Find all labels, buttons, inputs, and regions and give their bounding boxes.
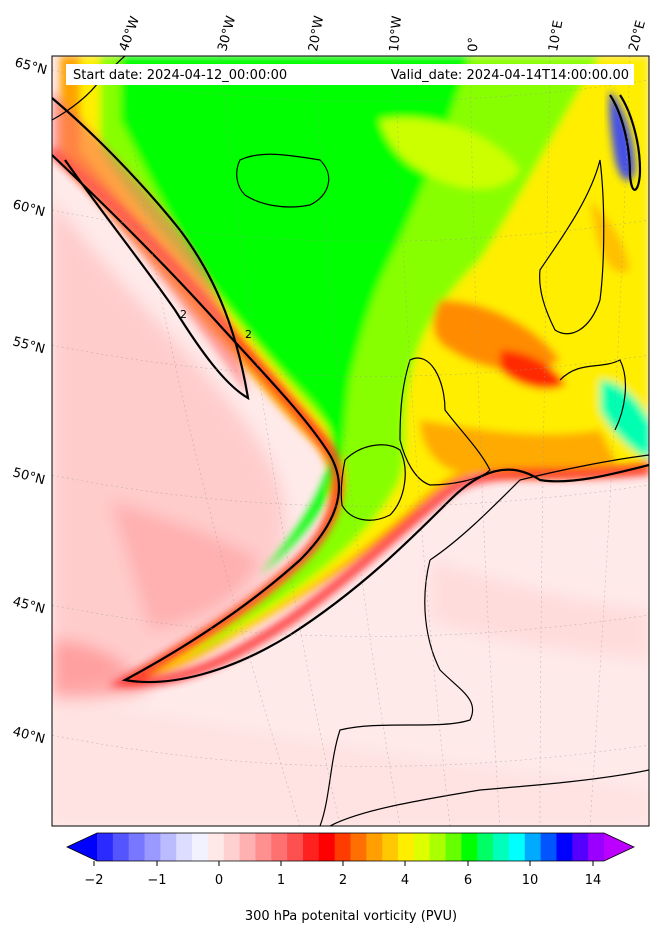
colorbar-cell xyxy=(556,833,573,861)
colorbar-extend-low xyxy=(67,833,97,861)
colorbar-cell xyxy=(97,833,114,861)
colorbar-cell xyxy=(287,833,304,861)
lon-label: 10°E xyxy=(546,19,566,52)
colorbar-cell xyxy=(176,833,193,861)
lat-label: 60°N xyxy=(11,197,47,220)
lat-label: 65°N xyxy=(13,55,49,78)
colorbar-cell xyxy=(398,833,415,861)
valid-date-label: Valid_date: 2024-04-14T14:00:00.00 xyxy=(391,68,629,83)
date-banner xyxy=(66,64,634,85)
colorbar-cell xyxy=(112,833,130,861)
colorbar-cell xyxy=(350,833,367,861)
colorbar-tick-label: 6 xyxy=(464,873,472,888)
lat-label: 50°N xyxy=(11,465,47,488)
latitude-labels: 65°N 60°N 55°N 50°N 45°N 40°N xyxy=(11,55,49,747)
lat-label: 45°N xyxy=(11,594,47,617)
colorbar-tick-label: 2 xyxy=(339,873,347,888)
colorbar-cell xyxy=(413,833,431,861)
lon-label: 20°E xyxy=(626,19,649,53)
longitude-labels: 40°W 30°W 20°W 10°W 0° 10°E 20°E xyxy=(117,14,649,53)
contour-label: 2 xyxy=(180,308,187,321)
colorbar-cell xyxy=(144,833,161,861)
colorbar-extend-high xyxy=(604,833,634,861)
colorbar-cell xyxy=(271,833,288,861)
colorbar-tick-label: 14 xyxy=(585,873,602,888)
colorbar-cell xyxy=(255,833,272,861)
colorbar-cell xyxy=(382,833,399,861)
colorbar-cell xyxy=(128,833,146,861)
colorbar-cell xyxy=(429,833,447,861)
lon-label: 30°W xyxy=(215,14,239,53)
colorbar-cell xyxy=(192,833,209,861)
colorbar: −2 −1 0 1 2 4 6 10 14 300 hPa potenital vorticit… xyxy=(66,832,635,924)
colorbar-tick-label: 0 xyxy=(215,873,223,888)
lon-label: 20°W xyxy=(306,15,327,53)
lon-label: 40°W xyxy=(117,14,143,53)
pv-field xyxy=(52,56,649,826)
lon-label: 10°W xyxy=(387,15,405,52)
colorbar-cell xyxy=(239,833,256,861)
colorbar-cell xyxy=(477,833,494,861)
contour-label: 2 xyxy=(245,328,252,341)
colorbar-tick-label: −1 xyxy=(147,873,166,888)
colorbar-cell xyxy=(508,833,526,861)
map-frame xyxy=(51,55,650,827)
colorbar-cell xyxy=(334,833,351,861)
colorbar-cell xyxy=(160,833,177,861)
colorbar-cell xyxy=(524,833,542,861)
colorbar-cell xyxy=(318,833,336,861)
colorbar-cell xyxy=(461,833,478,861)
colorbar-label: 300 hPa potenital vorticity (PVU) xyxy=(245,909,457,924)
colorbar-cell xyxy=(493,833,510,861)
contour-2pvu xyxy=(52,94,649,684)
colorbar-cell xyxy=(223,833,241,861)
lat-label: 40°N xyxy=(11,724,47,747)
colorbar-tick-label: 1 xyxy=(277,873,285,888)
colorbar-tick-label: −2 xyxy=(84,873,103,888)
colorbar-tick-label: 10 xyxy=(522,873,539,888)
colorbar-cell xyxy=(540,833,557,861)
graticule xyxy=(52,56,649,826)
colorbar-cell xyxy=(207,833,225,861)
colorbar-cell xyxy=(572,833,589,861)
colorbar-cell xyxy=(588,833,605,861)
colorbar-cell xyxy=(445,833,462,861)
colorbar-tick-label: 4 xyxy=(401,873,409,888)
lat-label: 55°N xyxy=(11,334,47,357)
colorbar-cell xyxy=(366,833,383,861)
colorbar-cell xyxy=(302,833,320,861)
lon-label: 0° xyxy=(466,37,482,52)
start-date-label: Start date: 2024-04-12_00:00:00 xyxy=(73,68,287,83)
